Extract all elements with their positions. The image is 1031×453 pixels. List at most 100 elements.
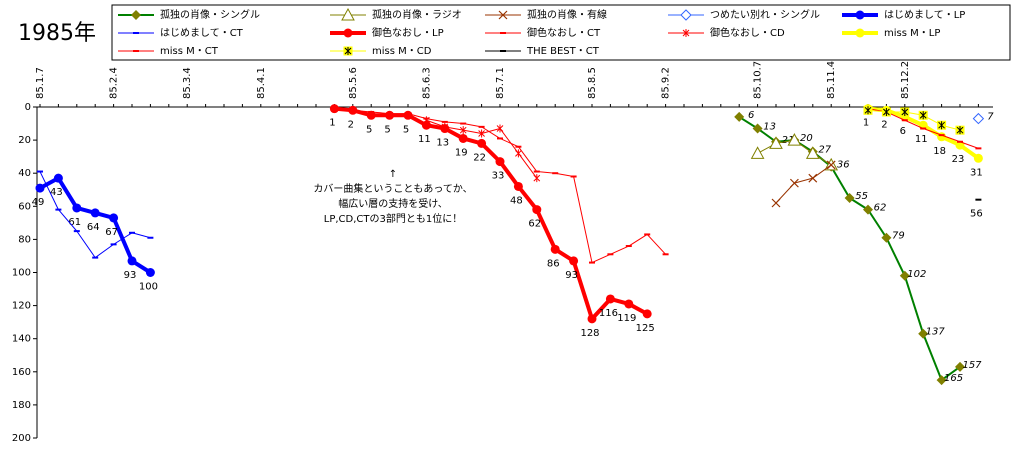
annotation: 幅広い層の支持を受け、	[338, 197, 448, 210]
data-label: 86	[547, 258, 560, 269]
marker-star	[956, 126, 964, 135]
legend-label: 御色なおし・CD	[710, 26, 785, 39]
data-label: 116	[599, 308, 618, 319]
marker	[441, 122, 449, 131]
marker	[109, 213, 119, 223]
marker	[533, 174, 541, 183]
data-label: 5	[366, 124, 372, 135]
x-tick-label: 85.2.4	[109, 67, 120, 99]
data-label: 2	[881, 119, 887, 130]
data-label: 11	[915, 134, 928, 145]
marker	[771, 198, 781, 208]
data-label: 21	[782, 135, 795, 146]
x-tick-label: 85.8.5	[587, 67, 598, 99]
y-tick-label: 200	[12, 433, 31, 444]
data-label: 36	[837, 160, 850, 171]
data-label: 27	[818, 145, 831, 156]
chart-title: 1985年	[18, 21, 96, 46]
marker	[750, 146, 765, 159]
marker	[53, 173, 63, 183]
marker	[341, 7, 355, 21]
marker	[478, 129, 485, 138]
marker	[972, 112, 985, 125]
marker	[881, 107, 891, 117]
marker	[569, 256, 579, 266]
marker	[973, 153, 983, 163]
y-tick-label: 40	[18, 168, 31, 179]
data-label: 100	[139, 282, 158, 293]
annotation: ↑	[389, 169, 397, 180]
marker	[605, 294, 615, 304]
x-tick-label: 85.6.3	[421, 67, 432, 99]
data-label: 13	[436, 138, 449, 149]
marker-star	[883, 107, 890, 116]
marker	[642, 309, 652, 319]
data-label: 128	[580, 328, 599, 339]
data-label: 6	[748, 110, 754, 121]
annotation: カバー曲集ということもあってか、	[313, 182, 472, 195]
legend-label: miss M・LP	[884, 28, 940, 39]
marker	[789, 178, 799, 188]
data-label: 1	[863, 118, 869, 129]
marker-star	[864, 106, 872, 115]
marker	[515, 149, 522, 158]
data-label: 137	[926, 327, 946, 338]
marker	[881, 232, 892, 243]
marker	[734, 111, 745, 122]
marker	[72, 203, 82, 213]
x-tick-label: 85.1.7	[35, 67, 46, 99]
marker	[769, 136, 783, 149]
marker-star	[919, 111, 927, 120]
legend-label: 孤独の肖像・ラジオ	[372, 8, 462, 21]
data-label: 1	[329, 118, 335, 129]
marker	[458, 133, 468, 143]
marker	[808, 173, 818, 183]
marker	[495, 157, 505, 167]
legend-label: miss M・CT	[160, 46, 219, 57]
x-tick-label: 85.5.6	[348, 67, 359, 99]
marker	[787, 133, 802, 146]
legend-label: 孤独の肖像・シングル	[160, 8, 260, 21]
data-label: 61	[68, 217, 81, 228]
data-label: 5	[384, 124, 390, 135]
legend-label: つめたい別れ・シングル	[710, 8, 820, 21]
x-tick-label: 85.7.1	[495, 67, 506, 99]
series-line	[775, 164, 832, 204]
x-tick-label: 85.9.2	[661, 67, 672, 99]
marker	[899, 270, 910, 281]
y-tick-label: 160	[12, 367, 31, 378]
marker	[624, 299, 634, 309]
marker	[498, 10, 508, 20]
x-tick-label: 85.11.4	[826, 61, 837, 99]
legend-label: miss M・CD	[372, 46, 432, 57]
data-label: 33	[492, 171, 505, 182]
marker	[35, 183, 45, 193]
data-label: 165	[944, 373, 963, 384]
marker	[955, 125, 965, 135]
marker	[403, 110, 413, 120]
data-label: 43	[50, 187, 63, 198]
legend-label: 御色なおし・LP	[372, 26, 444, 39]
marker	[423, 116, 430, 125]
marker	[385, 110, 395, 120]
marker	[477, 138, 487, 148]
series-line	[352, 109, 666, 264]
x-tick-label: 85.4.1	[256, 67, 267, 99]
marker	[587, 314, 597, 324]
marker	[936, 375, 947, 386]
marker	[343, 28, 353, 38]
marker	[682, 29, 690, 37]
y-tick-label: 180	[12, 400, 31, 411]
legend-label: 御色なおし・CT	[527, 26, 601, 39]
data-label: 62	[874, 203, 887, 214]
data-label: 13	[763, 122, 776, 133]
marker	[826, 160, 836, 170]
marker	[131, 10, 141, 20]
y-tick-label: 120	[12, 301, 31, 312]
marker	[937, 120, 947, 130]
data-label: 64	[87, 222, 100, 233]
data-label: 22	[473, 152, 486, 163]
marker	[329, 104, 339, 114]
data-label: 49	[32, 197, 45, 208]
